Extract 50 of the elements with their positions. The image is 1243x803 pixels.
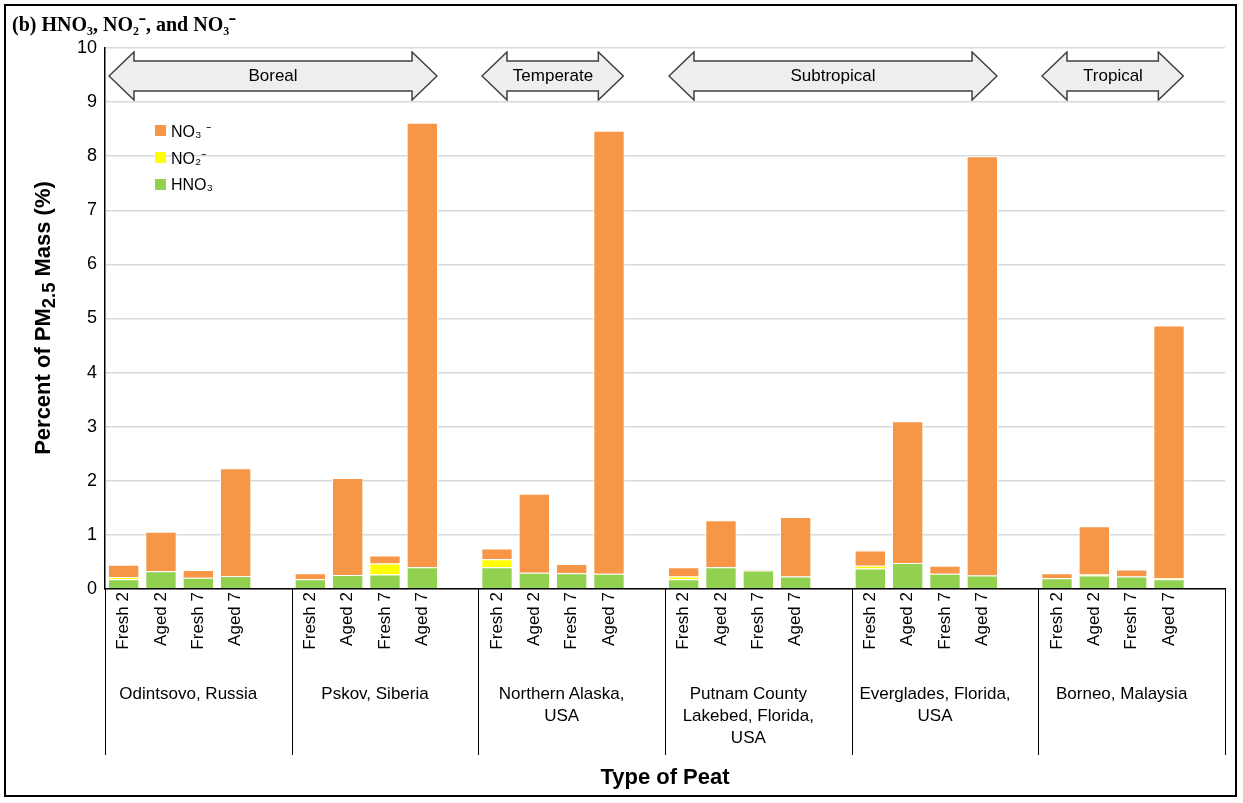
y-tick-label: 4 [86, 361, 97, 382]
y-tick-label: 9 [86, 91, 97, 112]
x-tick-label: Fresh 7 [934, 592, 954, 650]
x-tick-label: Fresh 7 [748, 592, 768, 650]
x-tick-label: Fresh 2 [300, 592, 320, 650]
x-tick-label: Aged 7 [972, 592, 992, 646]
x-tick-label: Aged 2 [897, 592, 917, 646]
x-tick-label: Fresh 2 [486, 592, 506, 650]
text: Everglades, Florida, USA [859, 684, 1011, 726]
y-tick-label: 2 [86, 469, 97, 490]
annotation: Tropical [1082, 66, 1144, 86]
chart-title: (b) HNO₃, NO₂⁻, and NO₃⁻ [12, 12, 237, 37]
legend-label: NO₂⁻ [171, 148, 207, 169]
x-tick-label: Aged 2 [337, 592, 357, 646]
x-tick-label: Aged 7 [598, 592, 618, 646]
annotation: Temperate [511, 66, 595, 86]
y-tick-label: 0 [86, 577, 97, 598]
text: Borneo, Malaysia [1055, 684, 1188, 704]
x-tick-label: Fresh 2 [1046, 592, 1066, 650]
x-tick-label: Aged 7 [412, 592, 432, 646]
x-tick-label: Aged 7 [785, 592, 805, 646]
text: Odintsovo, Russia [119, 684, 258, 704]
legend-label: NO₃ ⁻ [171, 121, 211, 142]
x-tick-label: Fresh 7 [188, 592, 208, 650]
x-tick-label: Fresh 7 [1121, 592, 1141, 650]
x-tick-label: Aged 2 [710, 592, 730, 646]
annotation: Boreal [247, 66, 299, 86]
x-tick-label: Aged 7 [225, 592, 245, 646]
text: Northern Alaska, USA [498, 684, 625, 726]
x-tick-label: Aged 2 [150, 592, 170, 646]
annotation: Subtropical [789, 66, 877, 86]
legend-label: HNO₃ [171, 175, 214, 194]
y-tick-label: 3 [86, 415, 97, 436]
x-tick-label: Aged 7 [1158, 592, 1178, 646]
y-tick-label: 1 [86, 523, 97, 544]
y-tick-label: 6 [86, 253, 97, 274]
y-tick-label: 10 [76, 36, 97, 57]
x-tick-label: Aged 2 [1084, 592, 1104, 646]
y-tick-label: 5 [86, 307, 97, 328]
y-tick-label: 7 [86, 199, 97, 220]
x-tick-label: Fresh 7 [561, 592, 581, 650]
text: Type of Peat [600, 764, 731, 790]
x-tick-label: Fresh 2 [860, 592, 880, 650]
x-tick-label: Aged 2 [524, 592, 544, 646]
text: Pskov, Siberia [321, 684, 430, 704]
y-tick-label: 8 [86, 145, 97, 166]
x-tick-label: Fresh 2 [673, 592, 693, 650]
x-tick-label: Fresh 7 [374, 592, 394, 650]
text: Putnam County Lakebed, Florida, USA [682, 684, 815, 748]
x-tick-label: Fresh 2 [113, 592, 133, 650]
